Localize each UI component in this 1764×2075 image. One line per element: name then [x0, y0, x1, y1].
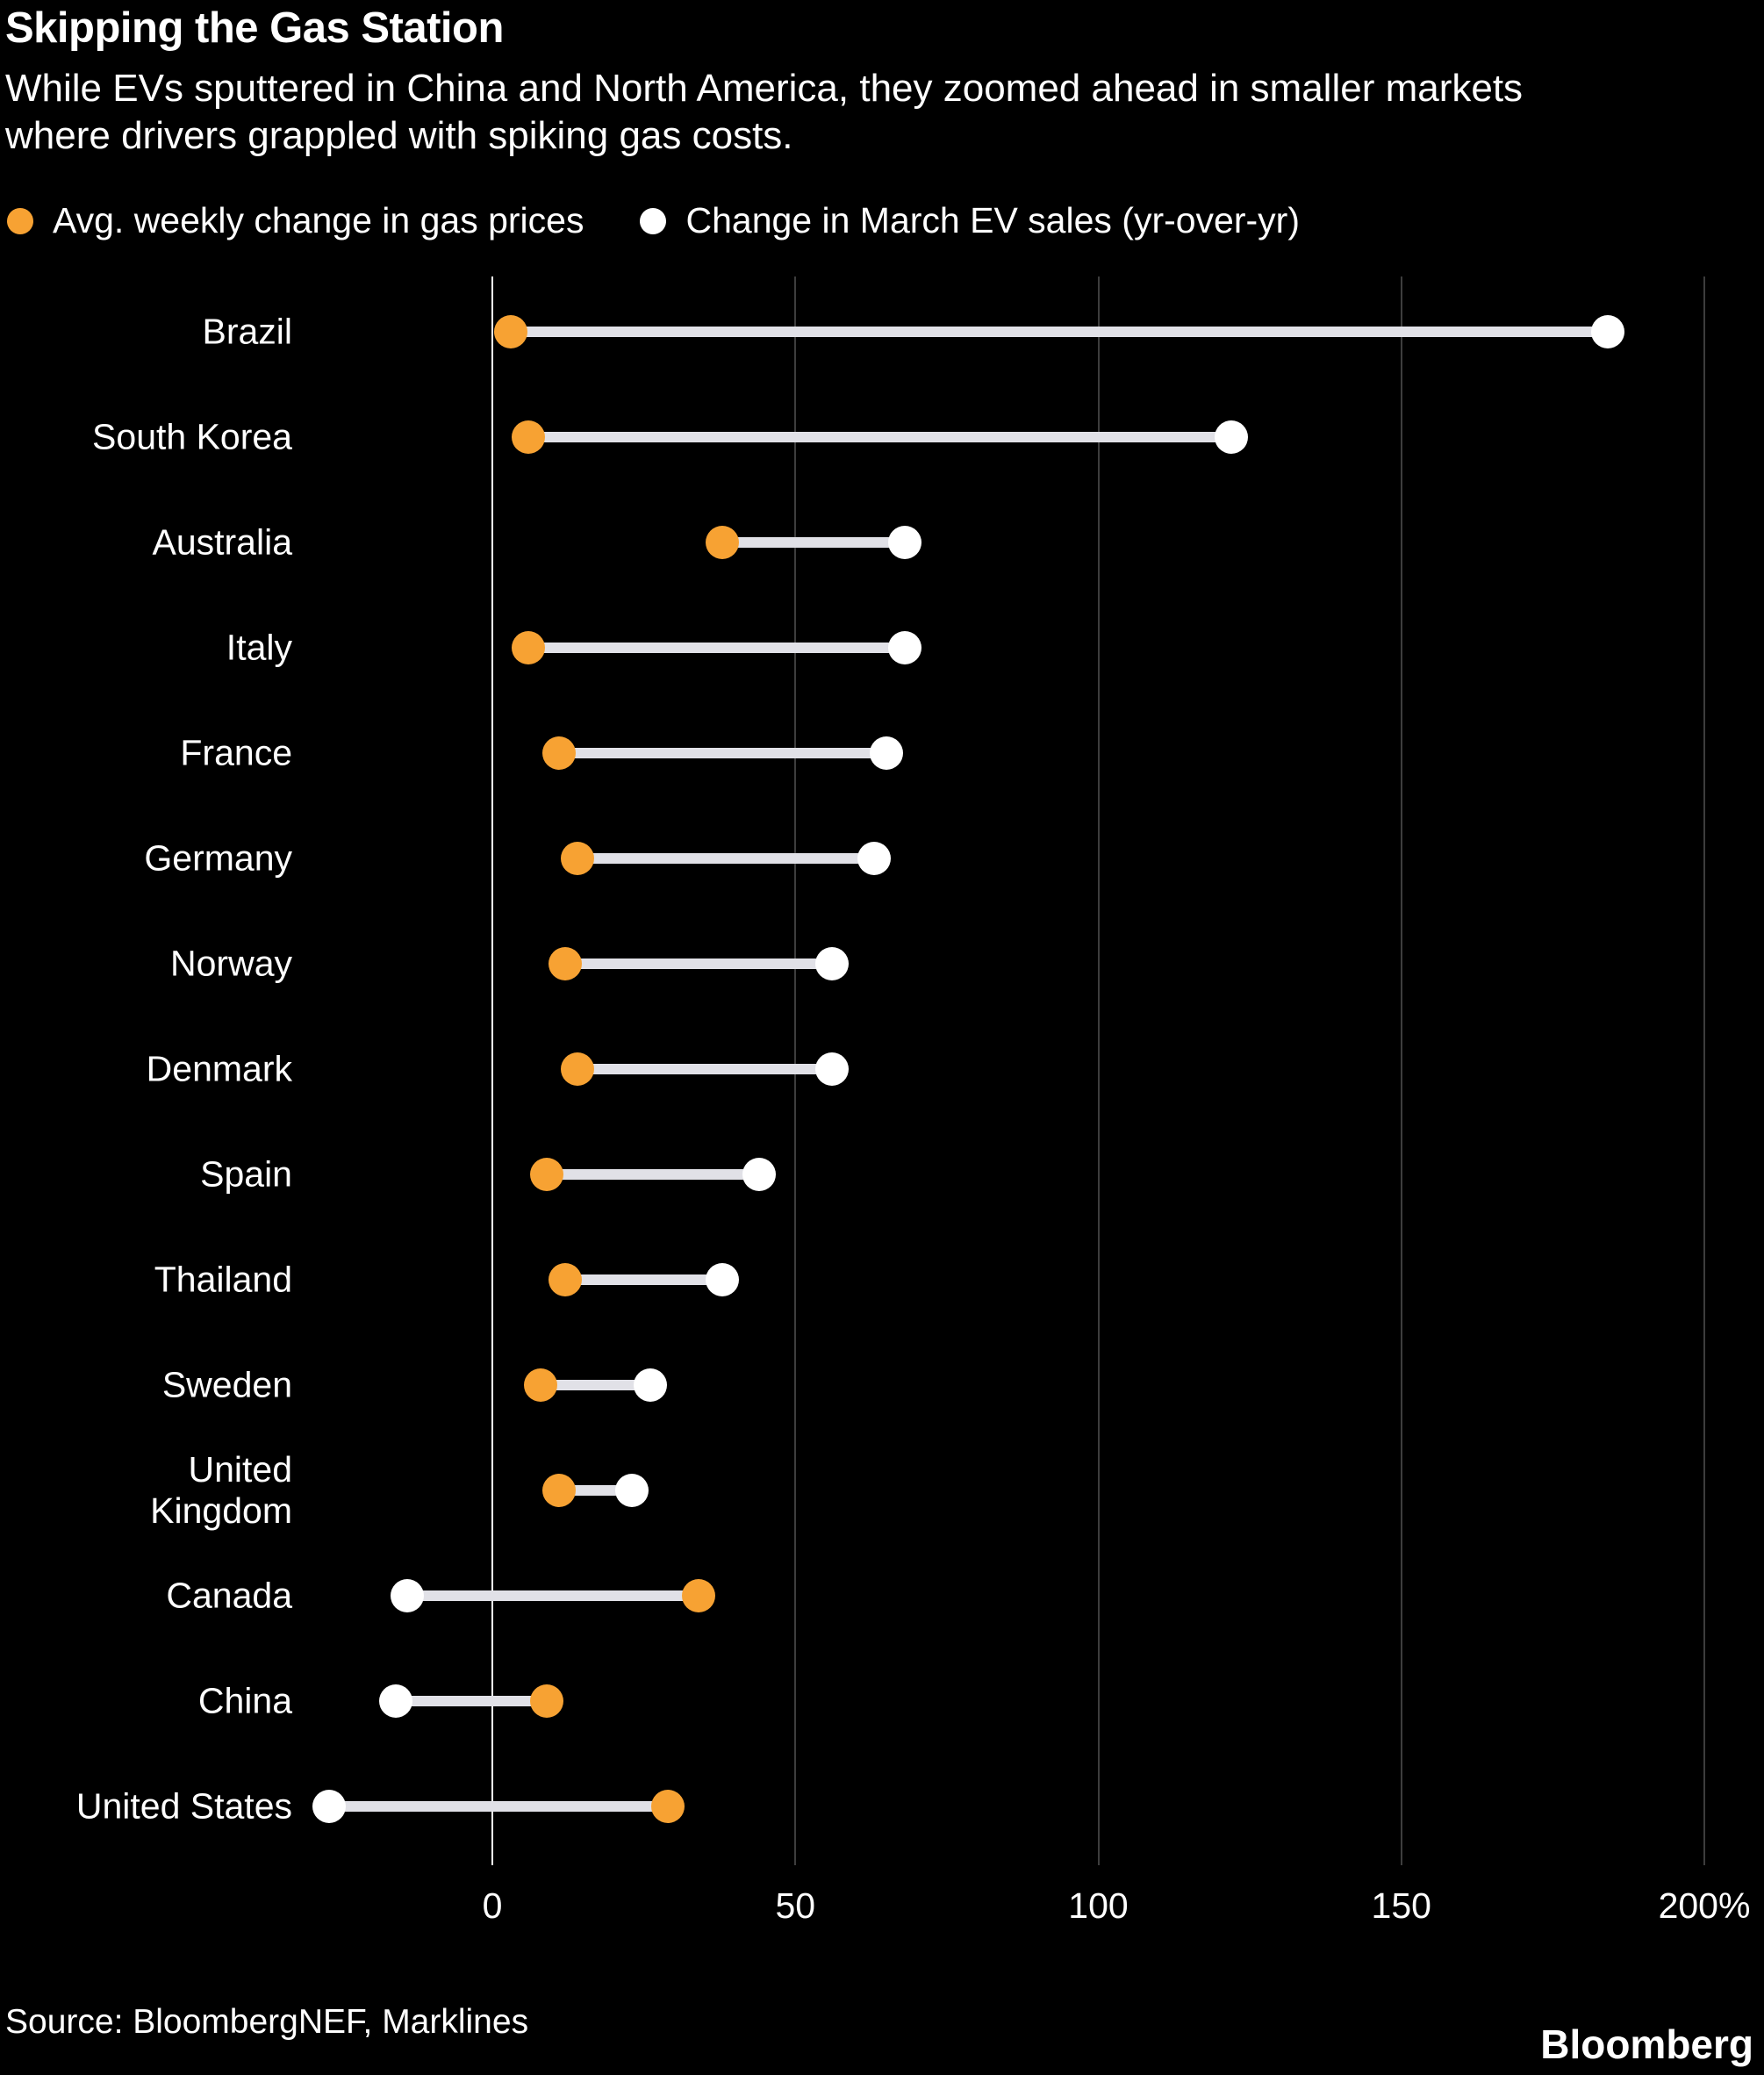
gas-price-dot	[706, 526, 740, 559]
gas-price-dot	[512, 420, 546, 454]
category-label: France	[180, 732, 292, 773]
ev-sales-dot-icon	[640, 207, 667, 234]
category-label: Australia	[152, 521, 292, 563]
connector-line	[528, 432, 1232, 442]
ev-sales-dot	[869, 736, 903, 770]
connector-line	[328, 1801, 669, 1812]
category-label: Brazil	[202, 311, 292, 352]
legend-label-ev-sales: Change in March EV sales (yr-over-yr)	[685, 200, 1300, 241]
category-label: Germany	[144, 837, 292, 879]
connector-line	[564, 959, 832, 969]
ev-sales-dot	[378, 1684, 412, 1718]
ev-sales-dot	[814, 947, 849, 980]
category-label: South Korea	[92, 416, 292, 457]
gas-price-dot	[560, 842, 594, 875]
gas-price-dot-icon	[7, 207, 33, 234]
source-note: Source: BloombergNEF, Marklines	[5, 2003, 529, 2041]
ev-sales-dot	[391, 1579, 425, 1612]
legend-label-gas-prices: Avg. weekly change in gas prices	[53, 200, 584, 241]
connector-line	[547, 1169, 759, 1180]
ev-sales-dot	[1215, 420, 1249, 454]
chart-subtitle: While EVs sputtered in China and North A…	[5, 67, 1524, 157]
x-axis-tick-label: 50	[775, 1885, 816, 1926]
connector-line	[541, 1380, 650, 1390]
connector-line	[722, 537, 905, 548]
category-label: Sweden	[161, 1364, 292, 1405]
connector-line	[510, 327, 1608, 337]
x-axis-tick-label: 150	[1371, 1885, 1431, 1926]
connector-line	[577, 853, 874, 864]
connector-line	[395, 1696, 548, 1706]
ev-sales-dot	[1590, 315, 1624, 348]
ev-sales-dot	[887, 631, 921, 664]
chart-title: Skipping the Gas Station	[5, 4, 504, 52]
gridline	[1703, 276, 1705, 1865]
category-label: Italy	[226, 627, 292, 668]
ev-sales-dot	[633, 1368, 667, 1402]
gas-price-dot	[560, 1052, 594, 1086]
legend-item-gas-prices: Avg. weekly change in gas prices	[7, 200, 584, 241]
connector-line	[528, 643, 905, 653]
ev-sales-dot	[857, 842, 891, 875]
x-axis-tick-label: 200%	[1658, 1885, 1751, 1926]
ev-sales-dot	[614, 1474, 649, 1507]
x-axis-tick-label: 100	[1068, 1885, 1129, 1926]
connector-line	[407, 1590, 699, 1601]
ev-sales-dot	[742, 1158, 776, 1191]
category-label: United States	[75, 1785, 292, 1827]
gas-price-dot	[541, 1474, 576, 1507]
gas-price-dot	[493, 315, 527, 348]
ev-sales-dot	[814, 1052, 849, 1086]
gas-price-dot	[530, 1158, 564, 1191]
connector-line	[577, 1064, 832, 1074]
chart-header: Skipping the Gas Station While EVs sputt…	[5, 0, 1752, 159]
gas-price-dot	[548, 1263, 582, 1296]
category-label: China	[197, 1680, 292, 1721]
chart-legend: Avg. weekly change in gas prices Change …	[7, 200, 1300, 241]
ev-sales-dot	[312, 1790, 346, 1823]
ev-sales-dot	[887, 526, 921, 559]
connector-line	[558, 748, 886, 758]
bloomberg-logo: Bloomberg	[1540, 2021, 1753, 2067]
category-label: Spain	[200, 1153, 292, 1195]
ev-sales-dot	[706, 1263, 740, 1296]
category-label: Thailand	[154, 1259, 292, 1300]
gas-price-dot	[512, 631, 546, 664]
gas-price-dot	[651, 1790, 685, 1823]
gas-price-dot	[530, 1684, 564, 1718]
gas-price-dot	[548, 947, 582, 980]
gas-price-dot	[541, 736, 576, 770]
connector-line	[564, 1274, 723, 1285]
category-label: Norway	[170, 943, 292, 984]
zero-gridline	[491, 276, 493, 1865]
gas-price-dot	[524, 1368, 558, 1402]
legend-item-ev-sales: Change in March EV sales (yr-over-yr)	[640, 200, 1300, 241]
gridline	[1400, 276, 1402, 1865]
gridline	[1097, 276, 1100, 1865]
x-axis-tick-label: 0	[482, 1885, 503, 1926]
category-label: Denmark	[146, 1048, 292, 1089]
gas-price-dot	[681, 1579, 715, 1612]
category-label: Canada	[166, 1575, 292, 1616]
category-label: United Kingdom	[150, 1448, 292, 1531]
connector-line	[558, 1485, 632, 1496]
